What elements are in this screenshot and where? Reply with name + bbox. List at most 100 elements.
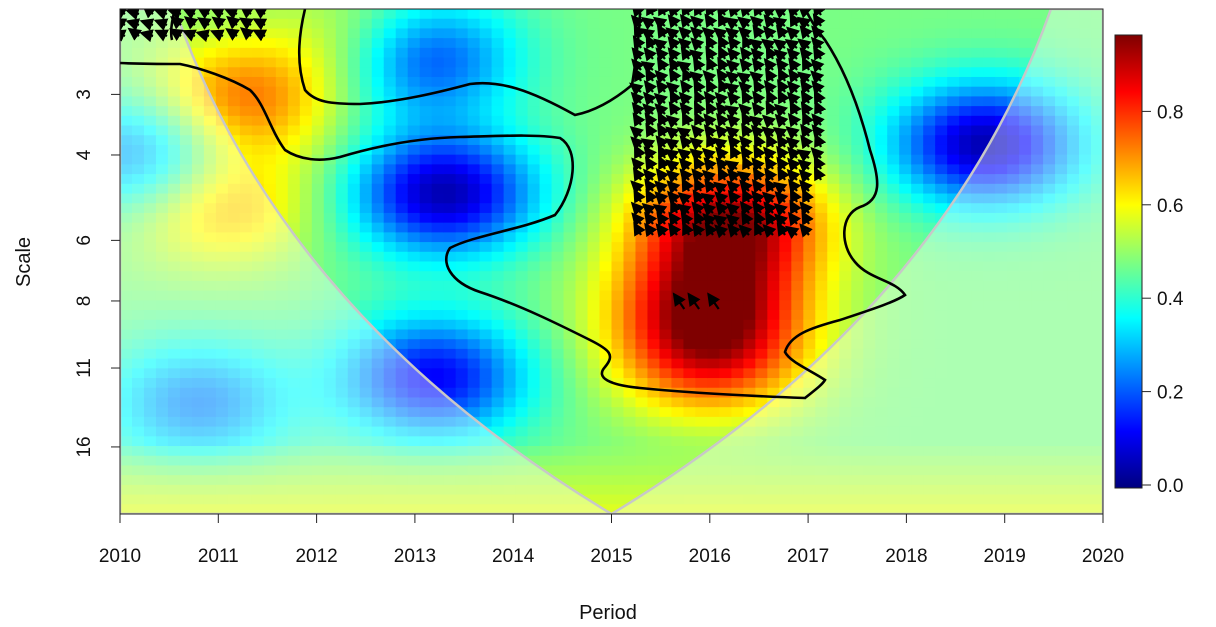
heatmap-cell [575,164,589,175]
heatmap-cell [263,96,277,107]
heatmap-cell [371,57,385,68]
heatmap-cell [983,144,996,156]
heatmap-cell [959,446,972,457]
heatmap-cell [599,9,613,20]
heatmap-cell [599,310,613,321]
heatmap-cell [911,222,924,233]
heatmap-cell [311,67,325,78]
heatmap-cell [347,106,361,117]
heatmap-cell [227,212,241,224]
phase-arrow [724,17,740,31]
heatmap-cell [455,47,469,59]
heatmap-cell [959,455,972,467]
heatmap-cell [239,368,253,379]
heatmap-cell [851,86,864,97]
heatmap-cell [743,348,756,360]
heatmap-cell [887,290,900,301]
heatmap-cell [623,484,637,496]
heatmap-cell [1055,455,1068,467]
heatmap-cell [671,475,685,486]
heatmap-cell [1079,96,1092,107]
heatmap-cell [995,416,1008,428]
heatmap-cell [407,154,421,165]
heatmap-cell [287,86,301,97]
heatmap-cell [239,290,253,301]
heatmap-cell [647,329,661,340]
heatmap-cell [287,436,301,447]
heatmap-cell [623,339,637,350]
heatmap-cell [815,222,828,233]
heatmap-cell [251,319,265,331]
heatmap-cell [719,242,732,253]
phase-arrow [676,127,692,141]
heatmap-cell [1019,193,1032,204]
heatmap-cell [503,222,517,233]
heatmap-cell [623,426,637,437]
heatmap-cell [995,174,1008,185]
phase-arrow [726,91,741,106]
heatmap-cell [383,125,397,136]
heatmap-cell [971,475,984,486]
heatmap-cell [995,183,1008,195]
heatmap-cell [515,504,529,514]
heatmap-cell [503,76,517,88]
heatmap-cell [323,18,337,30]
heatmap-cell [731,339,744,350]
heatmap-cell [1091,47,1103,59]
heatmap-cell [1091,57,1103,68]
heatmap-cell [623,9,637,20]
heatmap-cell [539,242,553,253]
heatmap-cell [191,504,205,514]
heatmap-cell [155,310,169,321]
heatmap-cell [263,164,277,175]
heatmap-cell [839,115,852,127]
heatmap-cell [563,193,577,204]
heatmap-cell [479,47,493,59]
heatmap-cell [491,28,505,39]
heatmap-cell [779,280,792,292]
heatmap-cell [827,174,840,185]
heatmap-cell [203,348,217,360]
heatmap-cell [827,329,840,340]
heatmap-cell [1019,106,1032,117]
heatmap-cell [203,222,217,233]
heatmap-cell [203,271,217,282]
heatmap-cell [587,300,601,311]
heatmap-cell [287,38,301,49]
heatmap-cell [311,426,325,437]
heatmap-cell [383,329,397,340]
heatmap-cell [1067,18,1080,30]
heatmap-cell [767,368,780,379]
heatmap-cell [203,339,217,350]
heatmap-cell [947,329,960,340]
heatmap-cell [359,475,373,486]
heatmap-cell [887,115,900,127]
heatmap-cell [167,261,181,272]
heatmap-cell [935,455,948,467]
heatmap-cell [467,407,481,418]
heatmap-cell [251,387,265,399]
heatmap-cell [287,504,301,514]
heatmap-cell [959,222,972,233]
heatmap-cell [263,319,277,331]
heatmap-cell [443,222,457,233]
heatmap-cell [839,96,852,107]
heatmap-cell [863,96,876,107]
heatmap-cell [971,212,984,224]
heatmap-cell [299,28,313,39]
heatmap-cell [983,397,996,408]
heatmap-cell [1055,329,1068,340]
heatmap-cell [311,407,325,418]
heatmap-cell [1055,426,1068,437]
heatmap-cell [443,475,457,486]
heatmap-cell [215,271,229,282]
heatmap-cell [1055,86,1068,97]
heatmap-cell [120,387,133,399]
heatmap-cell [611,339,625,350]
heatmap-cell [120,144,133,156]
heatmap-cell [899,135,912,146]
heatmap-cell [503,329,517,340]
heatmap-cell [683,397,697,408]
heatmap-cell [743,232,756,243]
heatmap-cell [335,47,349,59]
